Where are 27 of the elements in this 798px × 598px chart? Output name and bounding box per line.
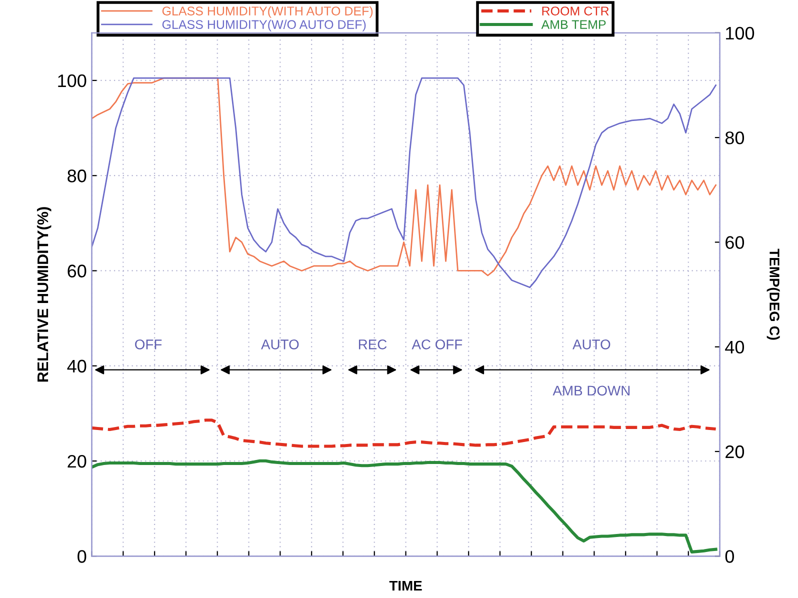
line-series — [92, 459, 718, 554]
legend-label: GLASS HUMIDITY(WITH AUTO DEF) — [162, 6, 373, 18]
legend-label: ROOM CTR — [542, 6, 609, 16]
y-tick-label: 0 — [78, 550, 86, 563]
y-tick-label: 40 — [67, 360, 86, 373]
annotation: AC OFF — [412, 339, 462, 350]
y2-tick-label: 0 — [725, 550, 734, 563]
annotation: AUTO — [572, 339, 610, 350]
y-tick-label: 100 — [58, 74, 86, 88]
y2-tick-label: 100 — [726, 26, 754, 40]
y2-tick-label: 40 — [725, 340, 744, 354]
annotation: OFF — [135, 339, 162, 350]
y-axis-title: RELATIVE HUMIDITY(%) — [36, 207, 52, 382]
annotation: AUTO — [261, 339, 299, 350]
annotation: AMB DOWN — [552, 386, 630, 396]
x-axis-title: TIME — [389, 580, 422, 591]
legend-label: GLASS HUMIDITY(W/O AUTO DEF) — [162, 20, 366, 32]
y-tick-label: 60 — [68, 264, 86, 278]
y-tick-label: 20 — [68, 454, 86, 468]
line-series — [92, 418, 718, 448]
legend-label: AMB TEMP — [541, 20, 606, 29]
y2-axis-title: TEMP(DEG C) — [766, 248, 780, 340]
y2-tick-label: 20 — [726, 445, 744, 458]
y-tick-label: 80 — [68, 170, 86, 182]
annotation: REC — [358, 339, 387, 350]
y2-tick-label: 60 — [726, 236, 744, 249]
y2-tick-label: 80 — [725, 131, 744, 144]
